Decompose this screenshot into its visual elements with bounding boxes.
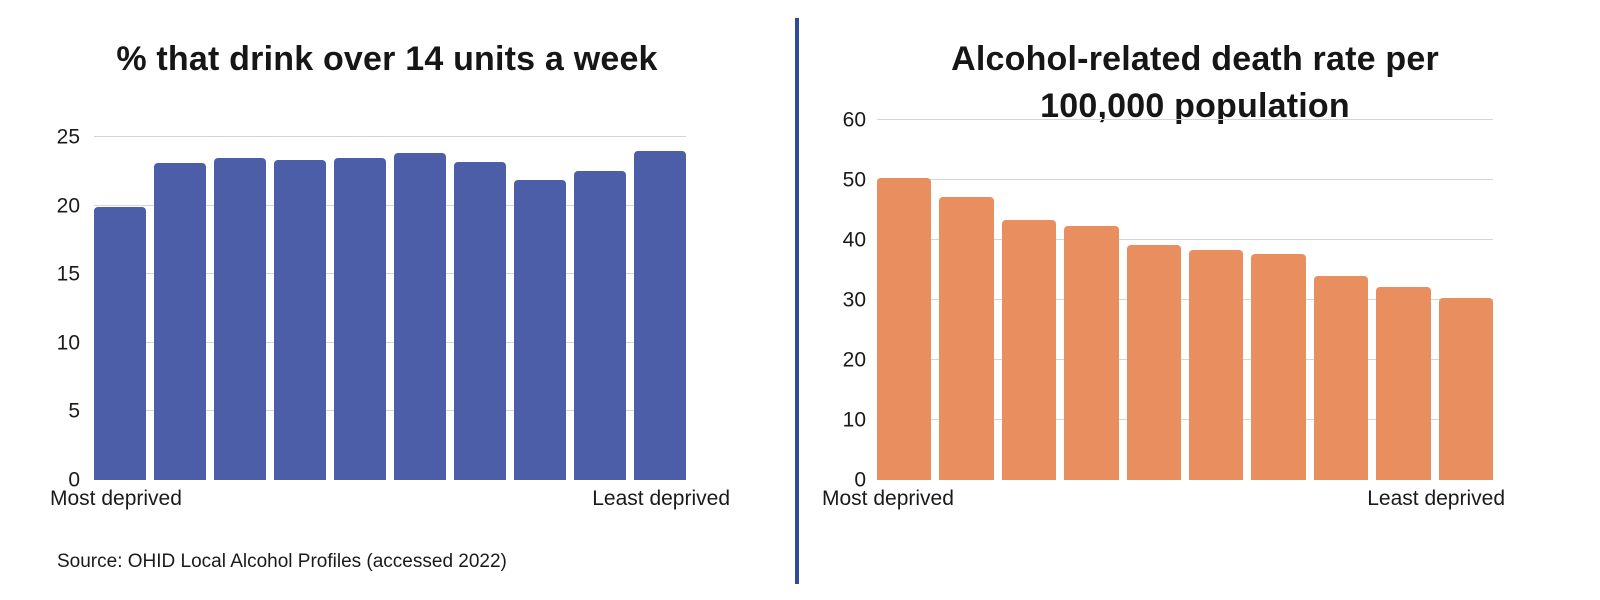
bar (514, 179, 566, 480)
x-axis-right-label: Least deprived (1367, 487, 1505, 510)
bar (1064, 226, 1119, 480)
bar (634, 150, 686, 480)
bar (94, 206, 146, 480)
x-axis-left-label: Most deprived (50, 487, 182, 510)
x-axis-labels: Most deprived Least deprived (50, 487, 730, 511)
bar (1313, 276, 1369, 480)
x-axis-left-label: Most deprived (822, 487, 954, 510)
bar (939, 197, 994, 480)
bar (1251, 253, 1306, 480)
x-axis-labels: Most deprived Least deprived (822, 487, 1505, 511)
bar (1438, 298, 1494, 480)
x-axis-right-label: Least deprived (592, 487, 730, 510)
y-tick-label: 10 (842, 408, 866, 432)
gridline (877, 419, 1493, 420)
plot-area (94, 136, 686, 480)
bar (154, 163, 206, 480)
bar (1376, 286, 1431, 480)
source-note: Source: OHID Local Alcohol Profiles (acc… (57, 551, 507, 572)
gridline (94, 136, 686, 137)
chart-title: Alcohol-related death rate per 100,000 p… (951, 40, 1439, 125)
gridline (877, 299, 1493, 300)
y-axis-labels: 0 5 10 15 20 25 (28, 127, 80, 491)
y-axis-labels: 0 10 20 30 40 50 60 (806, 110, 866, 491)
gridline (94, 410, 686, 412)
gridline (94, 273, 686, 275)
gridline (877, 239, 1493, 240)
gridline (877, 179, 1493, 180)
bar (274, 160, 326, 480)
y-tick-label: 20 (56, 194, 80, 218)
y-tick-label: 5 (68, 399, 80, 423)
y-tick-label: 20 (842, 348, 866, 372)
bar (334, 157, 386, 480)
bar (1126, 244, 1182, 480)
y-tick-label: 25 (56, 125, 80, 149)
bar (877, 177, 932, 480)
y-tick-label: 50 (842, 168, 866, 192)
y-tick-label: 30 (842, 288, 866, 312)
y-tick-label: 15 (56, 262, 80, 286)
plot-area (877, 119, 1494, 480)
gridline (877, 119, 1493, 120)
divider-line (795, 18, 799, 584)
bar (1001, 220, 1057, 480)
bars-group (877, 120, 1494, 480)
y-tick-label: 10 (56, 331, 80, 355)
bar (574, 171, 626, 480)
gridline (94, 204, 686, 206)
chart-title: % that drink over 14 units a week (116, 40, 658, 78)
y-tick-label: 0 (68, 468, 80, 492)
y-tick-label: 0 (854, 468, 866, 492)
bar (1189, 250, 1244, 480)
gridline (94, 341, 686, 343)
bar (394, 153, 446, 480)
y-tick-label: 40 (842, 228, 866, 252)
y-tick-label: 60 (842, 108, 866, 132)
bar (214, 157, 266, 480)
gridline (877, 359, 1493, 360)
bar (454, 161, 506, 480)
bars-group (94, 137, 686, 480)
